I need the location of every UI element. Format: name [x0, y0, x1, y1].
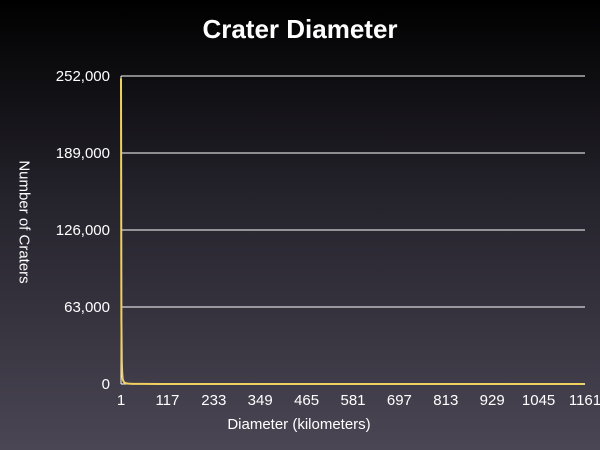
x-tick-label: 1161: [569, 392, 600, 409]
x-tick-label: 349: [248, 392, 273, 409]
x-tick-label: 1045: [522, 392, 555, 409]
x-tick-label: 233: [201, 392, 226, 409]
x-axis-label: Diameter (kilometers): [227, 416, 371, 433]
series-line-0: [120, 78, 585, 385]
x-tick-label: 813: [433, 392, 458, 409]
grid-lines: [120, 75, 585, 385]
y-tick-label: 126,000: [56, 222, 110, 239]
x-tick-label: 697: [387, 392, 412, 409]
x-tick-label: 1: [117, 392, 125, 409]
series-layer: [120, 78, 585, 385]
y-tick-label: 252,000: [56, 68, 110, 85]
x-tick-label: 581: [340, 392, 365, 409]
y-tick-label: 63,000: [64, 299, 110, 316]
y-tick-label: 0: [102, 376, 110, 393]
y-tick-label: 189,000: [56, 145, 110, 162]
x-tick-label: 465: [294, 392, 319, 409]
x-tick-label: 117: [155, 392, 179, 409]
chart-title: Crater Diameter: [202, 14, 398, 44]
x-tick-label: 929: [480, 392, 505, 409]
y-tick-labels: 0 63,000 126,000 189,000 252,000: [56, 68, 110, 393]
x-tick-labels: 1 117 233 349 465 581 697 813 929 1045 1161: [117, 392, 600, 409]
